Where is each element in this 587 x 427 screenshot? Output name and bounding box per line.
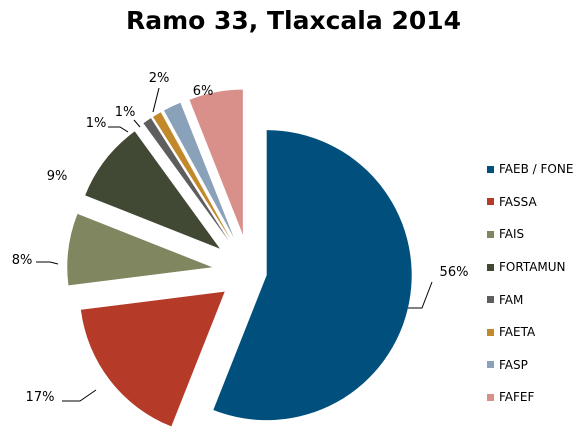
data-label: 9% xyxy=(47,169,68,184)
legend-item: FORTAMUN xyxy=(487,251,587,284)
legend-label: FASP xyxy=(499,357,528,372)
legend-item: FASP xyxy=(487,349,587,382)
legend-label: FAFEF xyxy=(499,390,535,405)
legend-label: FORTAMUN xyxy=(499,260,566,275)
legend-item: FAFEF xyxy=(487,381,587,414)
leader-line xyxy=(108,126,129,133)
leader-line xyxy=(36,261,59,265)
chart-title: Ramo 33, Tlaxcala 2014 xyxy=(125,6,462,35)
data-label: 1% xyxy=(86,116,107,131)
pie-slice-fassa xyxy=(80,291,225,427)
legend-label: FAM xyxy=(499,292,524,307)
legend-label: FAIS xyxy=(499,227,525,242)
leader-line xyxy=(133,119,141,128)
leader-line xyxy=(408,281,433,309)
legend-swatch xyxy=(487,393,494,401)
leader-line xyxy=(152,87,160,113)
legend-swatch xyxy=(487,296,494,304)
leader-line xyxy=(62,389,97,402)
data-label: 2% xyxy=(149,71,170,86)
legend-item: FAM xyxy=(487,283,587,316)
legend-swatch xyxy=(487,361,494,369)
data-label: 8% xyxy=(12,253,33,268)
legend-label: FAETA xyxy=(499,325,536,340)
pie-slice-fam xyxy=(143,118,229,241)
pie-slice-fortamun xyxy=(85,131,220,249)
legend-swatch xyxy=(487,230,494,238)
data-label: 17% xyxy=(26,390,55,405)
legend-label: FASSA xyxy=(499,194,537,209)
pie-slice-fafef xyxy=(189,89,243,235)
legend-item: FAEB / FONE xyxy=(487,153,587,186)
pie-slice-fasp xyxy=(163,102,234,238)
pie-slice-fais xyxy=(67,213,213,286)
legend-swatch xyxy=(487,328,494,336)
legend-item: FAETA xyxy=(487,316,587,349)
data-label: 6% xyxy=(193,84,214,99)
data-label: 1% xyxy=(115,105,136,120)
legend-swatch xyxy=(487,263,494,271)
pie-slice-faeb-fone xyxy=(213,130,412,421)
legend-swatch xyxy=(487,165,494,173)
legend-item: FAIS xyxy=(487,218,587,251)
legend-item: FASSA xyxy=(487,186,587,219)
legend-label: FAEB / FONE xyxy=(499,162,574,177)
pie-slice-faeta xyxy=(152,112,231,240)
chart-legend: FAEB / FONE FASSA FAIS FORTAMUN FAM FAETA FASP… xyxy=(487,153,587,414)
legend-swatch xyxy=(487,198,494,206)
data-label: 56% xyxy=(440,265,469,280)
